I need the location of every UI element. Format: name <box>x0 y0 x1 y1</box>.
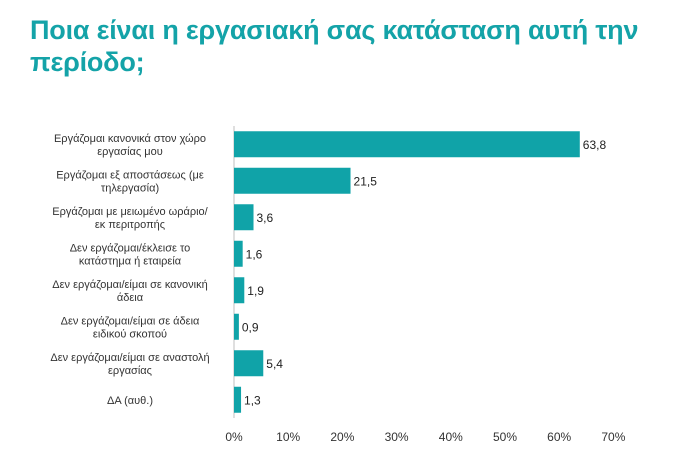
category-label-3: Εργάζομαι με μειωμένο ωράριο/εκ περιτροπ… <box>52 206 208 231</box>
value-label-6: 0,9 <box>242 320 259 334</box>
bar-5 <box>234 277 245 304</box>
category-label-6: Δεν εργάζομαι/είμαι σε άδεια ειδικού σκοπ… <box>61 315 200 340</box>
bar-8 <box>234 386 242 413</box>
bar-7 <box>234 350 264 377</box>
category-label-8: ΔΑ (αυθ.) <box>107 395 153 407</box>
x-tick-label-70: 70% <box>601 430 625 444</box>
value-label-4: 1,6 <box>246 247 263 261</box>
bar-6 <box>234 313 239 340</box>
value-label-2: 21,5 <box>354 174 378 188</box>
category-label-7: Δεν εργάζομαι/είμαι σε αναστολή εργασίας <box>50 352 209 377</box>
value-label-7: 5,4 <box>266 357 283 371</box>
category-label-1: Εργάζομαι κανονικά στον χώρο εργασίας μου <box>54 133 206 158</box>
category-label-4: Δεν εργάζομαι/έκλεισε το κατάστημα ή εται… <box>70 242 191 267</box>
bar-1 <box>234 131 580 158</box>
x-tick-label-10: 10% <box>276 430 300 444</box>
value-label-1: 63,8 <box>583 138 607 152</box>
x-tick-label-40: 40% <box>439 430 463 444</box>
value-label-5: 1,9 <box>247 284 264 298</box>
x-tick-label-60: 60% <box>547 430 571 444</box>
value-label-3: 3,6 <box>257 211 274 225</box>
x-tick-label-50: 50% <box>493 430 517 444</box>
category-label-5: Δεν εργάζομαι/είμαι σε κανονική άδεια <box>52 279 207 304</box>
chart-title: Ποια είναι η εργασιακή σας κατάσταση αυτ… <box>30 15 639 77</box>
bar-3 <box>234 204 254 231</box>
category-label-2: Εργάζομαι εξ αποστάσεως (με τηλεργασία) <box>56 169 204 194</box>
bar-4 <box>234 240 243 267</box>
value-label-8: 1,3 <box>244 393 261 407</box>
x-tick-label-0: 0% <box>225 430 243 444</box>
x-tick-label-20: 20% <box>330 430 354 444</box>
x-tick-label-30: 30% <box>385 430 409 444</box>
bar-2 <box>234 167 351 194</box>
